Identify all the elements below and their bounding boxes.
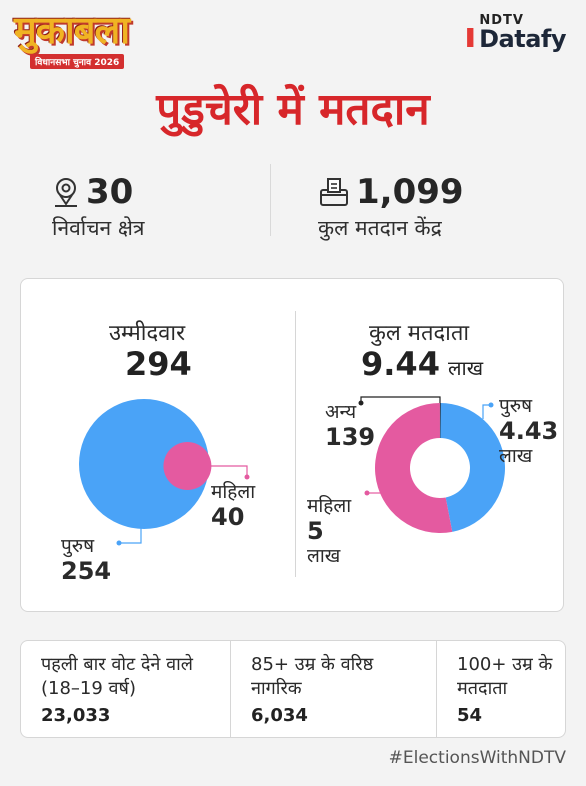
donut-slice-महिला (374, 403, 453, 533)
voters-male-value: 4.43 (499, 417, 559, 445)
voters-donut-chart (374, 403, 505, 533)
pie-slice-पुरुष (79, 399, 209, 529)
voters-leaders (358, 396, 494, 496)
first-time-value: 23,033 (41, 705, 111, 726)
donut-slice-अन्य (439, 403, 441, 439)
voters-total-unit: लाख (447, 356, 484, 380)
polling-stations-stat: 1,099 कुल मतदान केंद्र (318, 172, 464, 242)
candidates-total: 294 (125, 345, 192, 383)
charts-card: उम्मीदवार 294 महिला 40 पुरुष 254 कुल मतद… (20, 278, 564, 612)
constituencies-stat: 30 निर्वाचन क्षेत्र (52, 172, 145, 242)
polling-stations-value: 1,099 (356, 172, 464, 212)
senior-label: 85+ उम्र के वरिष्ठ नागरिक (251, 654, 374, 699)
candidates-leaders (116, 465, 250, 546)
candidates-pie-chart (79, 399, 212, 529)
senior-voters: 85+ उम्र के वरिष्ठ नागरिक 6,034 (231, 641, 437, 737)
logo-subtitle: विधानसभा चुनाव 2026 (30, 54, 125, 69)
ballot-box-icon (320, 178, 348, 206)
first-time-label: पहली बार वोट देने वाले (18–19 वर्ष) (41, 654, 193, 699)
voters-female-value: 5 (307, 517, 324, 545)
candidates-female-value: 40 (211, 503, 245, 531)
ndtv-datafy-logo: NDTV ▌Datafy (467, 14, 566, 51)
candidates-female-label: महिला 40 (211, 481, 256, 531)
candidates-male-value: 254 (61, 557, 112, 585)
brand-main: ▌Datafy (467, 25, 566, 53)
bottom-stats-bar: पहली बार वोट देने वाले (18–19 वर्ष) 23,0… (20, 640, 566, 738)
voters-total: 9.44 लाख (361, 345, 484, 383)
polling-stations-label: कुल मतदान केंद्र (318, 216, 442, 240)
hashtag: #ElectionsWithNDTV (388, 748, 566, 768)
voters-other-value: 139 (325, 423, 376, 451)
constituencies-label: निर्वाचन क्षेत्र (52, 216, 145, 240)
location-pin-icon (55, 178, 77, 207)
voters-male-label: पुरुष 4.43 लाख (499, 395, 559, 467)
mukabla-logo: मुकाबला विधानसभा चुनाव 2026 (14, 7, 144, 69)
voters-other-label: अन्य 139 (325, 401, 376, 451)
voters-female-unit: लाख (307, 545, 341, 567)
brand-top: NDTV (479, 13, 524, 28)
voters-heading: कुल मतदाता (369, 321, 470, 346)
logo-title: मुकाबला (14, 7, 130, 52)
brand-mark-icon: ▌ (467, 28, 480, 47)
card-divider (295, 311, 296, 577)
donut-slice-पुरुष (440, 403, 505, 532)
senior-value: 6,034 (251, 705, 308, 726)
constituencies-value: 30 (86, 172, 134, 212)
first-time-voters: पहली बार वोट देने वाले (18–19 वर्ष) 23,0… (21, 641, 231, 737)
page-title: पुडुचेरी में मतदान (156, 84, 430, 135)
candidates-male-label: पुरुष 254 (61, 535, 112, 585)
voters-male-unit: लाख (499, 445, 533, 467)
centenarian-label: 100+ उम्र के मतदाता (457, 654, 553, 699)
centenarian-voters: 100+ उम्र के मतदाता 54 (437, 641, 565, 737)
voters-female-label: महिला 5 लाख (307, 495, 352, 567)
candidates-heading: उम्मीदवार (109, 321, 186, 346)
centenarian-value: 54 (457, 705, 483, 726)
stats-divider (270, 164, 271, 236)
